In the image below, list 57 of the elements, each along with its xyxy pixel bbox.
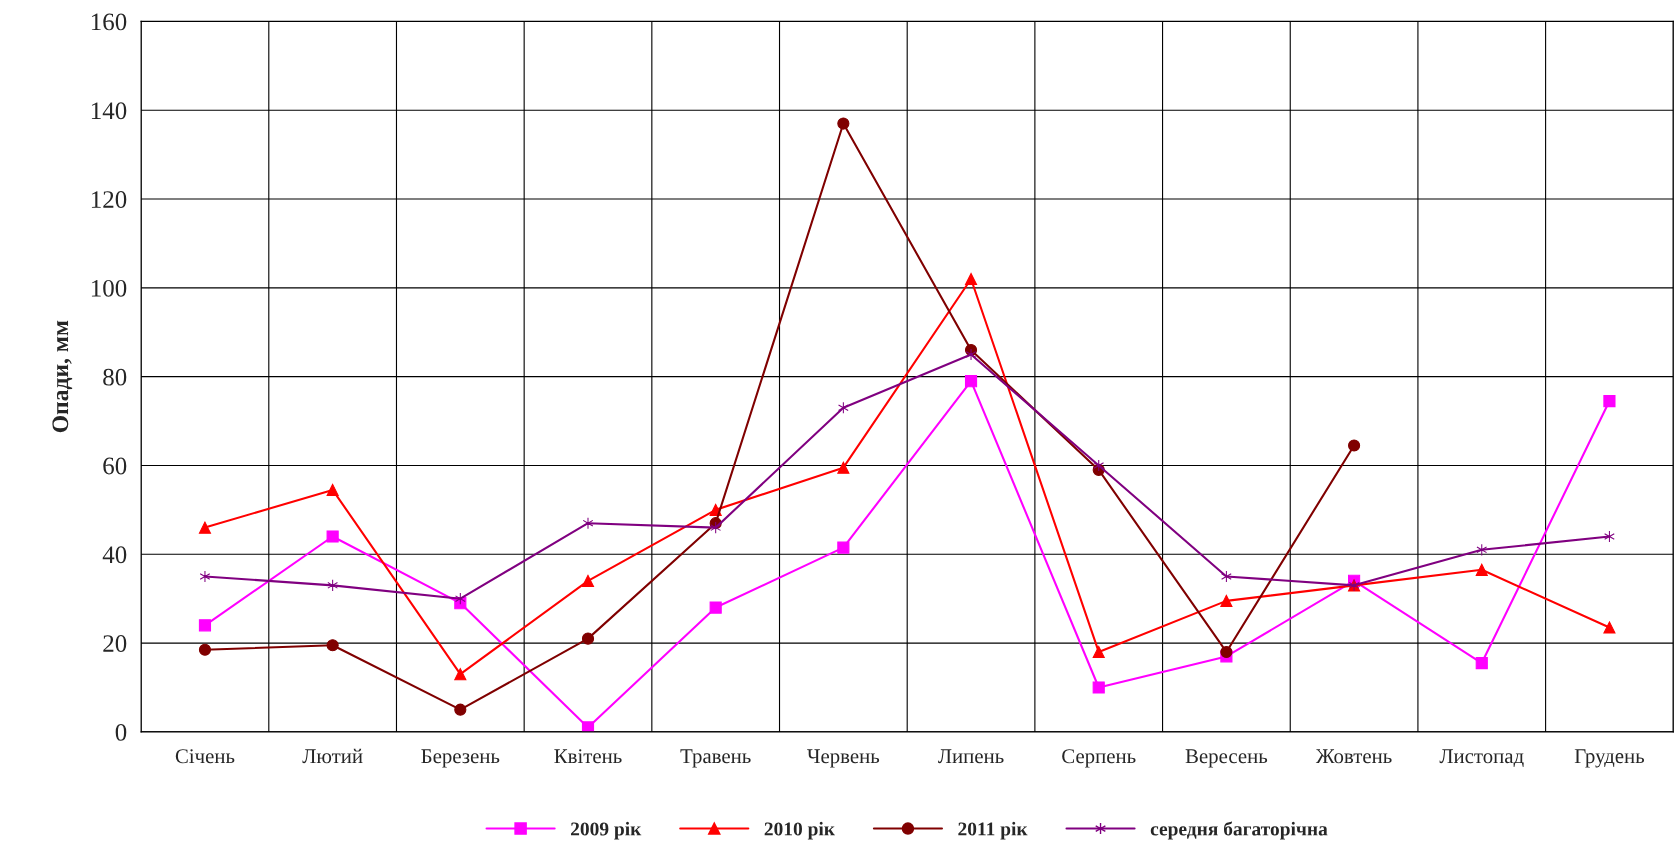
- x-tick-label: Червень: [807, 749, 880, 768]
- point: [198, 521, 212, 534]
- point: [326, 483, 339, 496]
- y-tick-label: 80: [103, 368, 127, 386]
- point: [1092, 681, 1105, 694]
- y-tick-label: 120: [91, 191, 127, 208]
- y-tick-label: 60: [103, 457, 127, 475]
- x-tick-label: Квітень: [554, 749, 622, 764]
- point: [1348, 439, 1361, 452]
- x-tick-label: Лютий: [302, 748, 363, 764]
- point: [199, 570, 211, 583]
- point: [581, 721, 595, 732]
- point: [1220, 594, 1233, 607]
- x-tick-label: Грудень: [1574, 749, 1645, 768]
- legend-label: 2010 рік: [764, 821, 835, 840]
- y-tick-label: 160: [91, 13, 127, 31]
- x-tick-label: Серпень: [1062, 749, 1136, 768]
- x-tick-label: Листопад: [1439, 749, 1524, 768]
- point: [581, 632, 595, 645]
- x-tick-label: Травень: [680, 749, 751, 768]
- y-tick-label: 100: [91, 279, 127, 297]
- point: [838, 401, 849, 414]
- point: [582, 517, 594, 530]
- point: [709, 601, 722, 614]
- point: [326, 530, 339, 543]
- point: [965, 348, 977, 361]
- legend-label: 2011 рік: [958, 821, 1028, 840]
- point: [964, 272, 978, 286]
- x-tick-label: Жовтень: [1315, 749, 1392, 764]
- point: [198, 643, 212, 656]
- point: [326, 639, 339, 652]
- point: [581, 574, 595, 587]
- point: [1220, 645, 1233, 659]
- point: [198, 619, 212, 632]
- point: [1603, 395, 1616, 408]
- point: [1092, 645, 1105, 659]
- point: [1603, 621, 1616, 634]
- point: [454, 703, 467, 716]
- y-tick-label: 20: [103, 635, 127, 652]
- x-tick-label: Вересень: [1185, 749, 1268, 768]
- point: [964, 375, 978, 388]
- y-tick-label: 40: [102, 546, 127, 564]
- y-axis-title: Опади, мм: [52, 320, 73, 433]
- y-tick-label: 0: [115, 723, 127, 741]
- legend-label: середня багаторічна: [1150, 821, 1328, 840]
- legend-label: 2009 рік: [571, 821, 642, 840]
- point: [837, 117, 850, 130]
- point: [1476, 543, 1488, 556]
- y-tick-label: 140: [91, 102, 127, 120]
- x-tick-label: Березень: [421, 749, 500, 768]
- x-tick-label: Січень: [175, 749, 235, 764]
- x-tick-label: Липень: [938, 749, 1004, 764]
- point: [1475, 563, 1488, 576]
- point: [837, 461, 850, 474]
- point: [1475, 656, 1488, 670]
- point: [837, 541, 850, 554]
- point: [454, 668, 467, 681]
